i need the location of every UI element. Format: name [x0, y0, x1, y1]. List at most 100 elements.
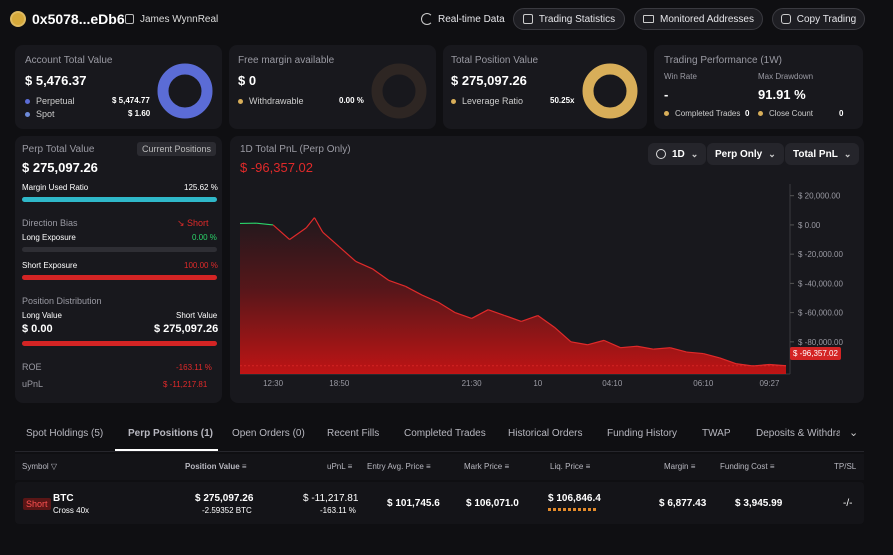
row-roe: -163.11 % — [320, 506, 356, 515]
y-tick-label: $ -80,000.00 — [798, 338, 843, 347]
table-row[interactable] — [15, 482, 864, 524]
tab-bar — [15, 416, 864, 452]
direction-bias-value: ↘ Short — [177, 218, 209, 229]
margin-used-value: 125.62 % — [184, 183, 218, 192]
roe-label: ROE — [22, 362, 42, 372]
long-exposure-value: 0.00 % — [192, 233, 217, 242]
th-liq-label: Liq. Price — [550, 462, 584, 471]
pnl-line-segment — [272, 224, 291, 240]
pnl-line-segment — [305, 217, 315, 229]
metric-select[interactable]: Total PnL ⌄ — [785, 143, 860, 165]
copy-address-icon[interactable] — [125, 14, 134, 24]
scope-select[interactable]: Perp Only ⌄ — [707, 143, 784, 165]
short-exposure-bar — [22, 275, 217, 280]
tab-open-orders[interactable]: Open Orders (0) — [232, 428, 305, 439]
short-value-label: Short Value — [176, 311, 218, 320]
direction-bias-text: Short — [187, 218, 209, 228]
account-total-title: Account Total Value — [25, 55, 113, 66]
pnl-line-segment — [769, 363, 787, 367]
spot-legend: Spot — [25, 109, 55, 119]
short-value: $ 275,097.26 — [154, 323, 219, 335]
trend-down-icon: ↘ — [177, 218, 188, 228]
th-margin-label: Margin — [664, 462, 689, 471]
account-donut — [157, 63, 213, 119]
chart-icon — [522, 14, 533, 24]
close-count-label: Close Count — [769, 109, 814, 118]
perp-total-value: $ 275,097.26 — [22, 160, 98, 175]
x-tick-label: 12:30 — [263, 379, 284, 388]
total-position-title: Total Position Value — [451, 55, 539, 66]
th-mark-label: Mark Price — [464, 462, 503, 471]
metric-select-value: Total PnL — [793, 148, 838, 160]
realtime-data-link[interactable]: Real-time Data — [438, 14, 505, 25]
tab-funding-history[interactable]: Funding History — [607, 428, 678, 439]
side-badge: Short — [23, 498, 51, 510]
sort-icon: ≡ — [769, 462, 775, 471]
th-mark[interactable]: Mark Price ≡ — [464, 462, 509, 471]
th-liq[interactable]: Liq. Price ≡ — [550, 462, 590, 471]
row-tpsl: -/- — [843, 498, 853, 509]
th-funding[interactable]: Funding Cost ≡ — [720, 462, 775, 471]
th-tpsl: TP/SL — [834, 462, 856, 471]
close-count-value: 0 — [839, 109, 844, 118]
liq-distance-indicator — [548, 508, 596, 511]
monitored-addresses-button[interactable]: Monitored Addresses — [634, 8, 763, 30]
free-margin-card: Free margin available $ 0 Withdrawable 0… — [229, 45, 436, 129]
pnl-line-segment — [587, 339, 605, 346]
perp-legend-label: Perpetual — [36, 96, 75, 106]
tabs-more-chevron-icon[interactable]: ⌄ — [849, 427, 859, 439]
spot-legend-value: $ 1.60 — [128, 109, 151, 118]
withdrawable-legend: Withdrawable — [238, 96, 304, 106]
upnl-value: $ -11,217.81 — [163, 380, 208, 389]
free-margin-value: $ 0 — [238, 73, 257, 88]
pnl-line-segment — [703, 352, 720, 359]
pnl-line-segment — [719, 357, 737, 365]
x-tick-label: 09:27 — [759, 379, 780, 388]
pnl-line-segment — [372, 268, 390, 281]
pnl-line-segment — [670, 347, 687, 353]
total-position-card: Total Position Value $ 275,097.26 Levera… — [443, 45, 647, 129]
short-exposure-label: Short Exposure — [22, 261, 78, 270]
th-upnl[interactable]: uPnL ≡ — [327, 462, 352, 471]
tab-historical-orders[interactable]: Historical Orders — [508, 428, 583, 439]
copy-trading-button[interactable]: Copy Trading — [772, 8, 865, 30]
tab-recent-fills[interactable]: Recent Fills — [327, 428, 380, 439]
row-mark: $ 106,071.0 — [466, 498, 519, 509]
account-total-value: $ 5,476.37 — [25, 73, 87, 88]
max-drawdown-label: Max Drawdown — [758, 72, 814, 81]
pnl-line-segment — [421, 294, 439, 303]
current-positions-button[interactable]: Current Positions — [137, 142, 217, 156]
sort-icon: ≡ — [347, 462, 353, 471]
last-value-tag: $ -96,357.02 — [790, 347, 841, 360]
tab-completed-trades[interactable]: Completed Trades — [404, 428, 486, 439]
th-entry[interactable]: Entry Avg. Price ≡ — [367, 462, 431, 471]
tab-deposits-withdraw[interactable]: Deposits & Withdraw — [756, 428, 840, 439]
long-exposure-bar — [22, 247, 217, 252]
copy-icon — [780, 14, 791, 24]
app-logo — [10, 11, 26, 27]
leverage-label: Leverage Ratio — [462, 96, 524, 106]
tab-spot-holdings[interactable]: Spot Holdings (5) — [26, 428, 104, 439]
th-margin[interactable]: Margin ≡ — [664, 462, 695, 471]
row-symbol[interactable]: BTC — [53, 493, 74, 504]
th-symbol-label: Symbol — [22, 462, 49, 471]
pnl-line-segment — [487, 309, 505, 317]
pnl-line-segment — [553, 326, 572, 343]
filter-icon: ▽ — [50, 462, 58, 471]
position-distribution-label: Position Distribution — [22, 296, 102, 306]
chart-current-value: $ -96,357.02 — [240, 160, 314, 175]
tab-perp-positions[interactable]: Perp Positions (1) — [128, 428, 214, 439]
monitor-icon — [643, 15, 655, 23]
period-select[interactable]: 1D ⌄ — [648, 143, 707, 165]
trading-statistics-button[interactable]: Trading Statistics — [513, 8, 625, 30]
pnl-line-segment — [454, 312, 472, 320]
pnl-line-segment — [438, 301, 456, 314]
pnl-line-chart: $ 20,000.00 $ 0.00 $ -20,000.00 $ -40,000.0… — [239, 184, 843, 388]
pnl-line-segment — [338, 246, 357, 262]
perp-legend: Perpetual — [25, 96, 75, 106]
tab-twap[interactable]: TWAP — [702, 428, 731, 439]
th-symbol[interactable]: Symbol ▽ — [22, 462, 57, 471]
th-position-value[interactable]: Position Value ≡ — [185, 462, 247, 471]
margin-used-label: Margin Used Ratio — [22, 183, 89, 192]
row-upnl: $ -11,217.81 — [303, 493, 359, 504]
